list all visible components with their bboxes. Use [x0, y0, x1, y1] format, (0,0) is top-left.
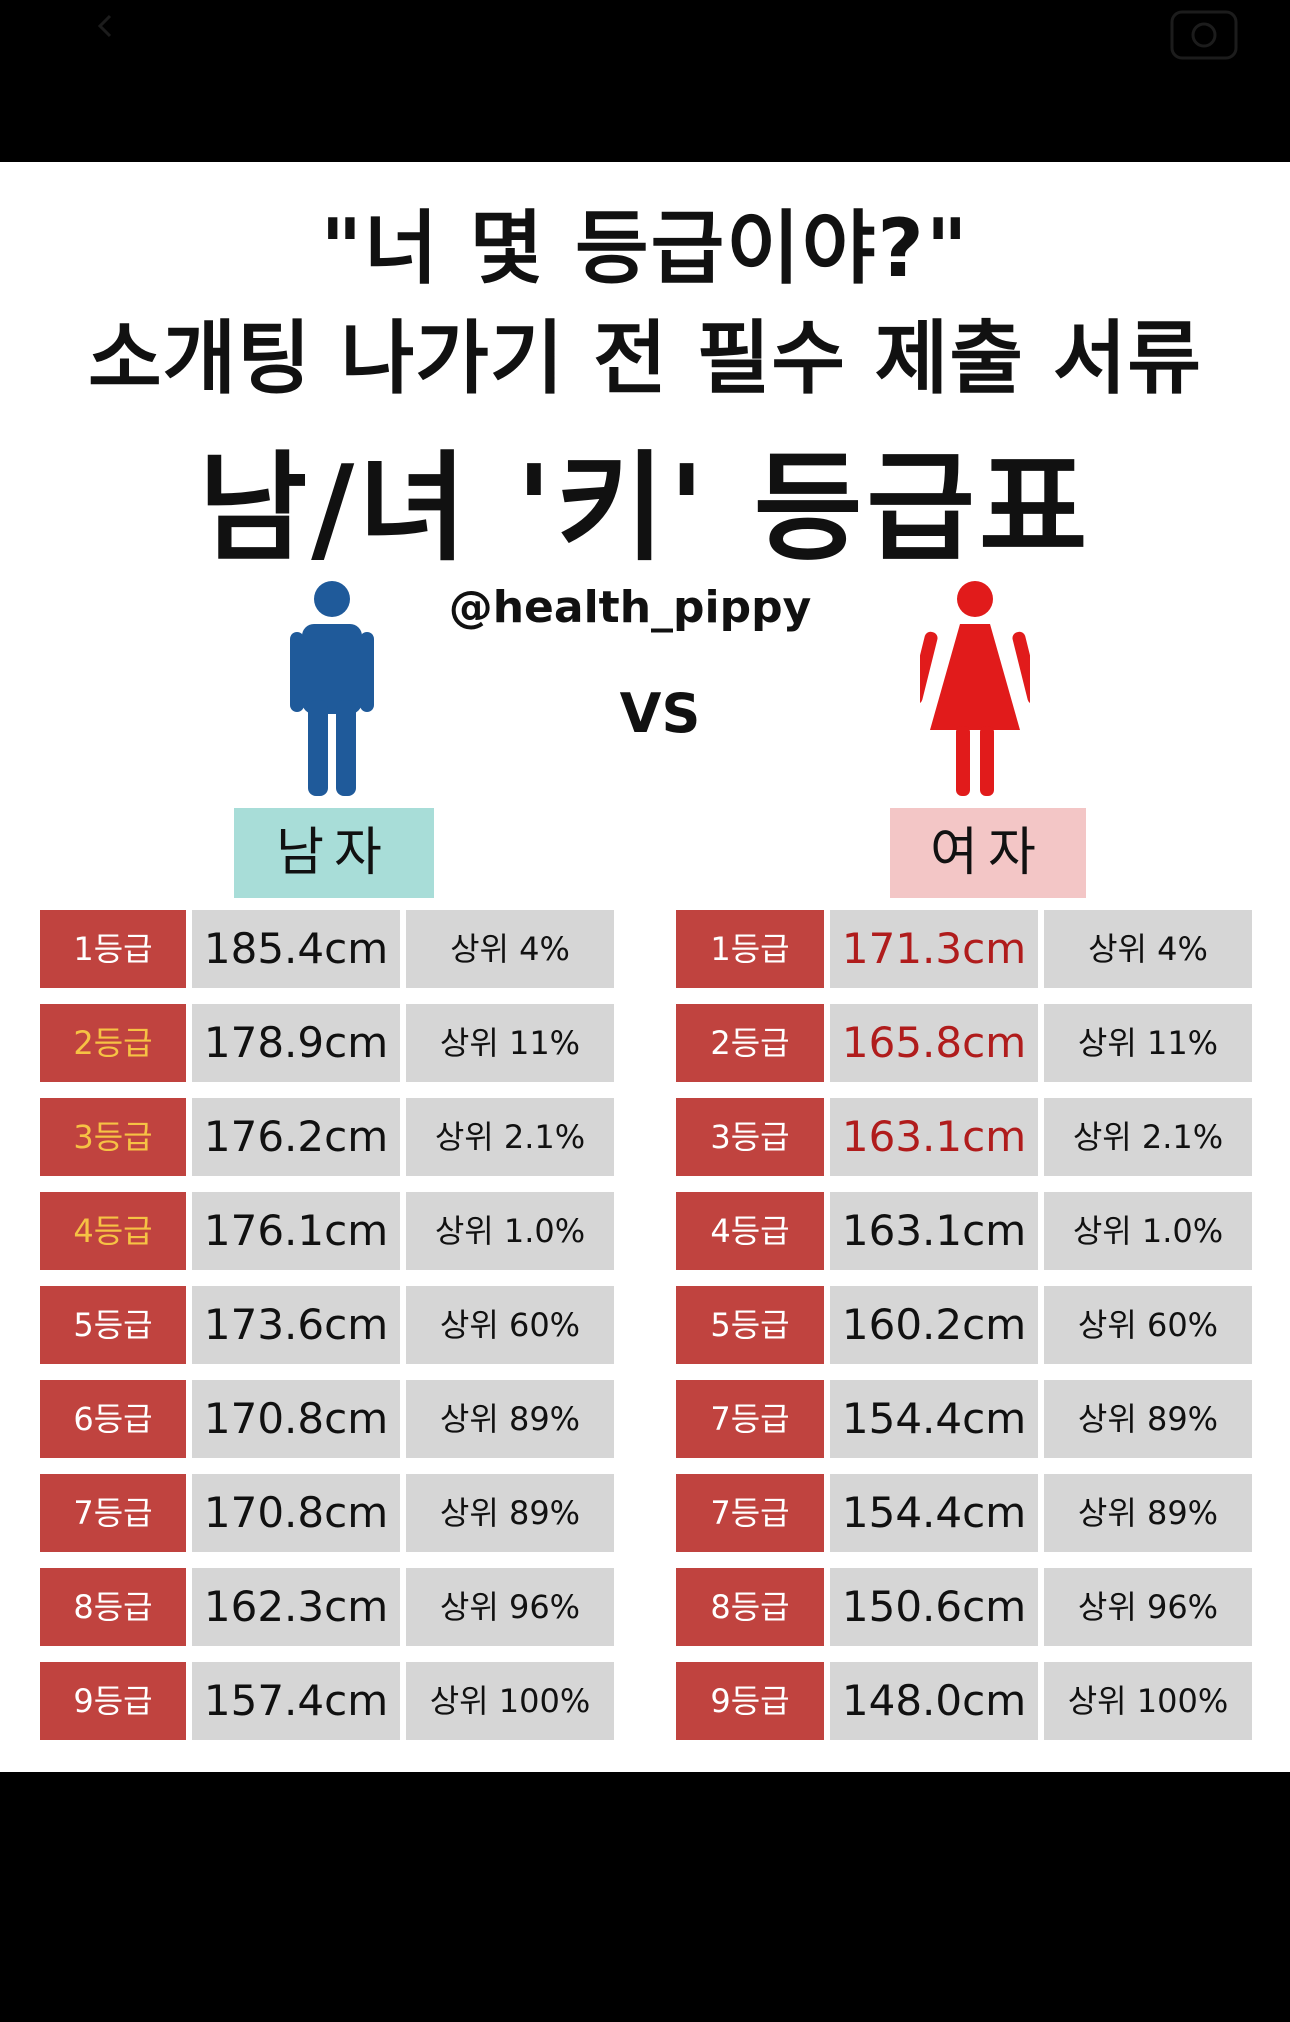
- percentile-cell: 상위 11%: [406, 1004, 614, 1082]
- height-cell: 160.2cm: [830, 1286, 1038, 1364]
- table-row: 7등급 154.4cm 상위 89%: [676, 1474, 1252, 1552]
- percentile-cell: 상위 4%: [406, 910, 614, 988]
- height-cell: 163.1cm: [830, 1192, 1038, 1270]
- table-row: 1등급 171.3cm 상위 4%: [676, 910, 1252, 988]
- percentile-cell: 상위 100%: [1044, 1662, 1252, 1740]
- percentile-cell: 상위 11%: [1044, 1004, 1252, 1082]
- height-cell: 170.8cm: [192, 1474, 400, 1552]
- table-row: 8등급 150.6cm 상위 96%: [676, 1568, 1252, 1646]
- men-label: 남자 키: [234, 808, 434, 973]
- grade-cell: 4등급: [676, 1192, 824, 1270]
- grade-cell: 5등급: [676, 1286, 824, 1364]
- height-cell: 178.9cm: [192, 1004, 400, 1082]
- man-icon: [290, 581, 374, 796]
- grade-cell: 9등급: [40, 1662, 186, 1740]
- height-cell: 185.4cm: [192, 910, 400, 988]
- height-cell: 173.6cm: [192, 1286, 400, 1364]
- height-cell: 148.0cm: [830, 1662, 1038, 1740]
- grade-cell: 4등급: [40, 1192, 186, 1270]
- height-cell: 171.3cm: [830, 910, 1038, 988]
- title-line-2: 소개팅 나가기 전 필수 제출 서류: [87, 312, 1203, 405]
- height-cell: 170.8cm: [192, 1380, 400, 1458]
- percentile-cell: 상위 96%: [1044, 1568, 1252, 1646]
- height-cell: 150.6cm: [830, 1568, 1038, 1646]
- grade-cell: 5등급: [40, 1286, 186, 1364]
- table-row: 3등급 163.1cm 상위 2.1%: [676, 1098, 1252, 1176]
- title-line-3: 남/녀 '키' 등급표: [198, 439, 1092, 577]
- percentile-cell: 상위 4%: [1044, 910, 1252, 988]
- table-row: 1등급 185.4cm 상위 4%: [40, 910, 616, 988]
- woman-icon: [920, 581, 1030, 796]
- percentile-cell: 상위 89%: [1044, 1474, 1252, 1552]
- height-cell: 163.1cm: [830, 1098, 1038, 1176]
- height-cell: 154.4cm: [830, 1474, 1038, 1552]
- percentile-cell: 상위 60%: [1044, 1286, 1252, 1364]
- percentile-cell: 상위 89%: [1044, 1380, 1252, 1458]
- table-row: 7등급 170.8cm 상위 89%: [40, 1474, 616, 1552]
- height-cell: 162.3cm: [192, 1568, 400, 1646]
- grade-cell: 1등급: [676, 910, 824, 988]
- height-cell: 176.2cm: [192, 1098, 400, 1176]
- title-line-1: "너 몇 등급이야?": [320, 202, 970, 295]
- table-row: 8등급 162.3cm 상위 96%: [40, 1568, 616, 1646]
- percentile-cell: 상위 96%: [406, 1568, 614, 1646]
- grade-cell: 2등급: [676, 1004, 824, 1082]
- percentile-cell: 상위 2.1%: [406, 1098, 614, 1176]
- author-handle: @health_pippy: [448, 582, 812, 633]
- percentile-cell: 상위 89%: [406, 1380, 614, 1458]
- table-row: 2등급 165.8cm 상위 11%: [676, 1004, 1252, 1082]
- table-row: 2등급 178.9cm 상위 11%: [40, 1004, 616, 1082]
- height-grade-poster: "너 몇 등급이야?" 소개팅 나가기 전 필수 제출 서류 남/녀 '키' 등…: [0, 162, 1290, 1772]
- grade-cell: 8등급: [40, 1568, 186, 1646]
- bottom-bar: [0, 1772, 1290, 2022]
- table-row: 4등급 176.1cm 상위 1.0%: [40, 1192, 616, 1270]
- grade-cell: 9등급: [676, 1662, 824, 1740]
- women-label: 여자 키: [890, 808, 1086, 973]
- percentile-cell: 상위 100%: [406, 1662, 614, 1740]
- grade-cell: 3등급: [676, 1098, 824, 1176]
- height-cell: 157.4cm: [192, 1662, 400, 1740]
- grade-cell: 2등급: [40, 1004, 186, 1082]
- height-cell: 176.1cm: [192, 1192, 400, 1270]
- percentile-cell: 상위 89%: [406, 1474, 614, 1552]
- height-cell: 165.8cm: [830, 1004, 1038, 1082]
- grade-cell: 7등급: [40, 1474, 186, 1552]
- table-row: 6등급 170.8cm 상위 89%: [40, 1380, 616, 1458]
- grade-cell: 7등급: [676, 1474, 824, 1552]
- percentile-cell: 상위 1.0%: [1044, 1192, 1252, 1270]
- table-row: 9등급 157.4cm 상위 100%: [40, 1662, 616, 1740]
- grade-cell: 6등급: [40, 1380, 186, 1458]
- table-row: 5등급 173.6cm 상위 60%: [40, 1286, 616, 1364]
- table-row: 5등급 160.2cm 상위 60%: [676, 1286, 1252, 1364]
- percentile-cell: 상위 60%: [406, 1286, 614, 1364]
- grade-cell: 7등급: [676, 1380, 824, 1458]
- table-row: 9등급 148.0cm 상위 100%: [676, 1662, 1252, 1740]
- top-bar: [0, 0, 1290, 162]
- vs-label: VS: [619, 682, 701, 745]
- percentile-cell: 상위 1.0%: [406, 1192, 614, 1270]
- height-cell: 154.4cm: [830, 1380, 1038, 1458]
- table-row: 3등급 176.2cm 상위 2.1%: [40, 1098, 616, 1176]
- grade-cell: 8등급: [676, 1568, 824, 1646]
- grade-cell: 3등급: [40, 1098, 186, 1176]
- percentile-cell: 상위 2.1%: [1044, 1098, 1252, 1176]
- table-row: 4등급 163.1cm 상위 1.0%: [676, 1192, 1252, 1270]
- table-row: 7등급 154.4cm 상위 89%: [676, 1380, 1252, 1458]
- lens-icon[interactable]: [1168, 8, 1240, 62]
- grade-cell: 1등급: [40, 910, 186, 988]
- back-icon[interactable]: [92, 12, 120, 40]
